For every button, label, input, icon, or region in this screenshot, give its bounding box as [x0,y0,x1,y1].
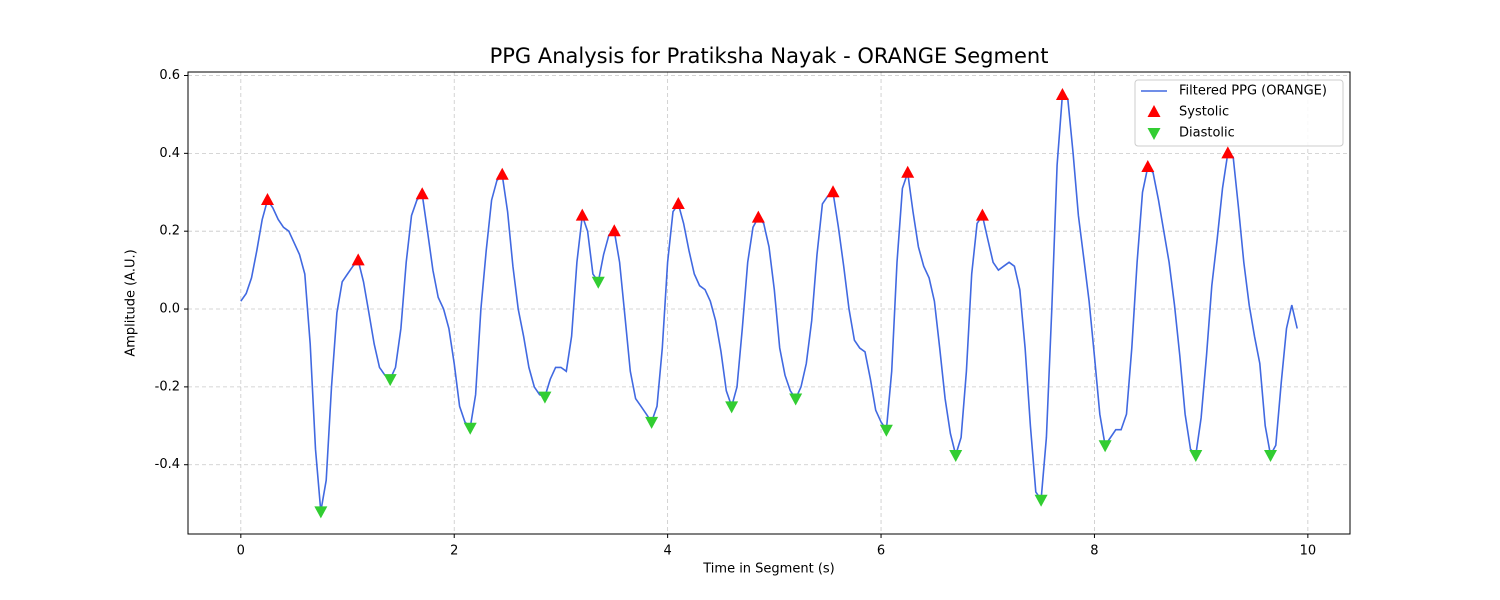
marker [751,210,765,223]
marker [591,276,605,289]
marker [1055,87,1069,100]
marker [575,208,589,221]
x-tick-label: 6 [877,544,885,559]
marker [725,401,739,414]
marker [383,374,397,387]
marker [1221,146,1235,159]
legend-label: Diastolic [1179,126,1235,141]
marker [607,224,621,237]
x-tick-label: 0 [237,544,245,559]
marker [351,253,365,266]
legend-swatch [1147,128,1161,140]
marker [949,449,963,462]
marker [975,208,989,221]
legend-label: Systolic [1179,105,1229,120]
x-tick-label: 2 [450,544,458,559]
marker [1141,159,1155,172]
y-tick-label: 0.4 [159,146,180,161]
marker [1034,494,1048,507]
marker [495,167,509,180]
marker [901,165,915,178]
x-axis-label: Time in Segment (s) [702,562,834,577]
x-tick-label: 8 [1090,544,1098,559]
marker [1098,440,1112,453]
y-tick-label: -0.4 [155,457,180,472]
y-tick-label: -0.2 [155,379,180,394]
marker [826,185,840,198]
marker [1264,449,1278,462]
legend-box [1134,79,1344,147]
marker [1189,449,1203,462]
marker [463,422,477,435]
y-tick-label: 0.2 [159,224,180,239]
ppg-line [240,93,1298,512]
legend-swatch [1147,105,1161,117]
x-tick-label: 10 [1300,544,1317,559]
plot-frame [187,71,1351,535]
marker [879,424,893,437]
y-tick-label: 0.6 [159,68,180,83]
marker [789,393,803,406]
marker [415,187,429,200]
legend-label: Filtered PPG (ORANGE) [1179,84,1327,99]
chart-title: PPG Analysis for Pratiksha Nayak - ORANG… [490,44,1049,68]
y-axis-label: Amplitude (A.U.) [124,249,139,356]
marker [260,193,274,206]
x-tick-label: 4 [663,544,671,559]
marker [314,506,328,519]
marker [645,416,659,429]
marker [538,391,552,404]
marker [671,196,685,209]
y-tick-label: 0.0 [159,302,180,317]
